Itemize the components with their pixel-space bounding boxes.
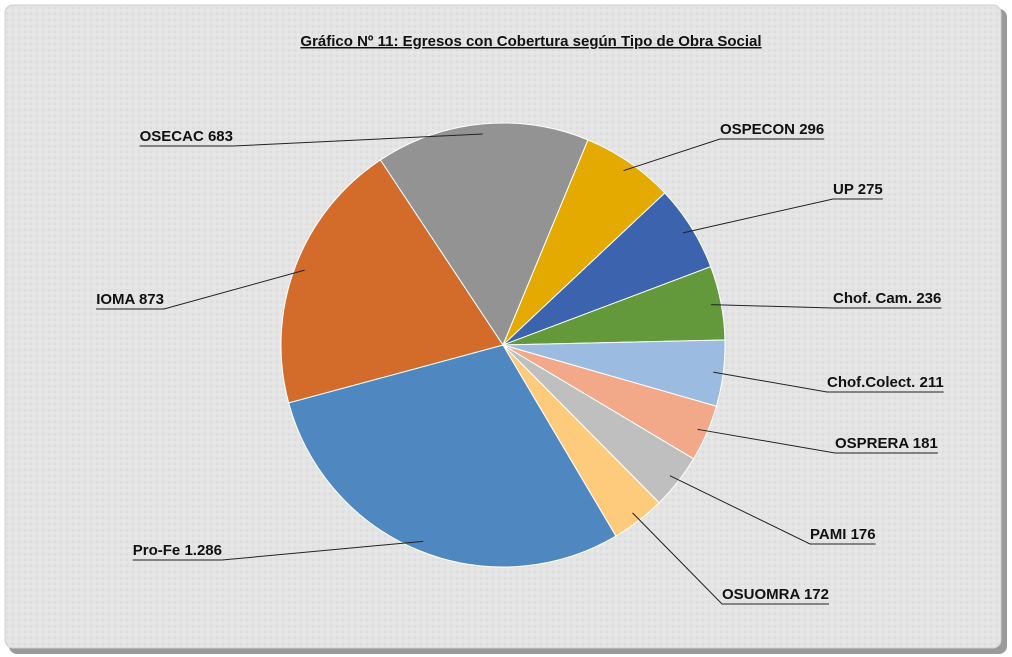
leader-line	[682, 198, 883, 234]
value-label: 275	[858, 181, 883, 198]
data-label-group: Chof.Colect. 211	[713, 371, 944, 393]
category-name: OSPECON	[720, 121, 795, 138]
category-name: OSECAC	[140, 128, 204, 145]
data-label: OSECAC 683	[140, 128, 233, 145]
data-label: PAMI 176	[810, 526, 876, 543]
leader-line	[711, 304, 942, 309]
data-label-group: PAMI 176	[669, 475, 876, 545]
pie-slice	[280, 159, 504, 404]
value-label: 296	[799, 121, 824, 138]
data-label-group: OSPECON 296	[623, 121, 825, 172]
value-label: 1.286	[184, 542, 222, 559]
value-label: 176	[851, 526, 876, 543]
data-label: Chof. Cam. 236	[833, 290, 941, 307]
data-label-group: Chof. Cam. 236	[711, 290, 942, 309]
leader-line	[713, 371, 944, 393]
leader-line	[96, 269, 305, 310]
data-label-group: UP 275	[682, 181, 883, 234]
data-label-group: OSUOMRA 172	[632, 512, 829, 605]
data-label: OSUOMRA 172	[722, 586, 829, 603]
value-label: 211	[920, 374, 944, 391]
category-name: Chof. Cam.	[833, 290, 912, 307]
leader-line	[669, 475, 876, 545]
value-label: 683	[208, 128, 233, 145]
pie-slice	[288, 344, 617, 568]
category-name: PAMI	[810, 526, 846, 543]
category-name: OSPRERA	[835, 435, 909, 452]
leader-line	[632, 512, 829, 605]
value-label: 172	[804, 586, 829, 603]
data-label: UP 275	[833, 181, 883, 198]
value-label: 236	[916, 290, 941, 307]
data-label: Pro-Fe 1.286	[133, 542, 222, 559]
category-name: UP	[833, 181, 854, 198]
leader-line	[139, 133, 483, 147]
category-name: IOMA	[96, 291, 135, 308]
value-label: 873	[139, 291, 164, 308]
data-label-group: IOMA 873	[96, 269, 305, 310]
data-label: OSPECON 296	[720, 121, 824, 138]
category-name: Pro-Fe	[133, 542, 181, 559]
data-label-group: Pro-Fe 1.286	[132, 540, 424, 561]
pie-slice	[502, 344, 660, 537]
data-label: IOMA 873	[96, 291, 164, 308]
leader-line	[623, 138, 825, 172]
data-label-group: OSPRERA 181	[697, 428, 938, 454]
chart-title: Gráfico Nº 11: Egresos con Cobertura seg…	[300, 33, 761, 50]
leader-line	[697, 428, 938, 454]
data-label-group: OSECAC 683	[139, 128, 483, 147]
pie-slice	[379, 122, 589, 347]
value-label: 181	[913, 435, 938, 452]
category-name: Chof.Colect.	[827, 374, 915, 391]
leader-line	[132, 540, 424, 561]
data-label: Chof.Colect. 211	[827, 374, 944, 391]
data-label: OSPRERA 181	[835, 435, 938, 452]
category-name: OSUOMRA	[722, 586, 801, 603]
